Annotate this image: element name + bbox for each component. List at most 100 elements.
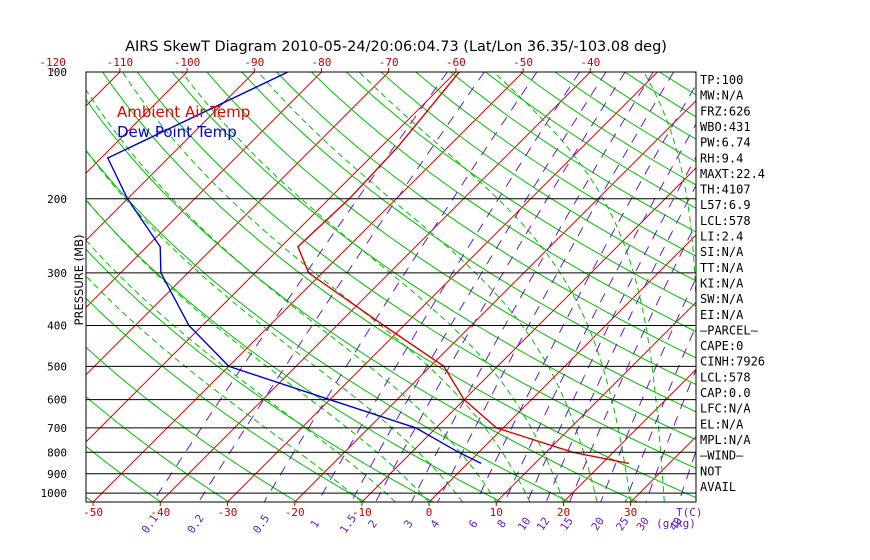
moist-adiabat-line <box>765 72 828 502</box>
isotherm-line <box>832 72 870 502</box>
moist-adiabat-line <box>86 149 464 502</box>
plot-border <box>85 71 697 503</box>
isotherm-line <box>92 72 524 502</box>
mixing-ratio-label: 0.5 <box>250 512 272 536</box>
index-line: SW:N/A <box>700 292 744 306</box>
top-temp-label: -40 <box>580 56 600 69</box>
moist-adiabat-line <box>86 239 396 502</box>
dry-adiabat-line <box>485 72 696 209</box>
bottom-temp-label: -30 <box>218 506 238 519</box>
dry-adiabat-line <box>136 72 696 469</box>
isotherm-line <box>0 72 53 502</box>
mixing-ratio-label: 30 <box>634 515 652 533</box>
index-line: —PARCEL— <box>700 323 759 337</box>
isotherm-line <box>227 72 658 502</box>
dry-adiabat-line <box>86 248 434 502</box>
isotherm-line <box>86 72 188 174</box>
index-line: EI:N/A <box>700 308 744 322</box>
reference-lines <box>0 72 870 502</box>
moist-adiabat-line <box>257 72 598 502</box>
bottom-temp-label: -40 <box>150 506 170 519</box>
mixing-ratio-label: 15 <box>558 515 576 533</box>
mixing-ratio-line <box>645 368 696 502</box>
dry-adiabat-line <box>86 98 639 502</box>
dry-adiabat-line <box>86 199 502 502</box>
y-axis-label: PRESSURE (MB) <box>72 235 86 326</box>
dry-adiabat-line <box>345 72 696 307</box>
pressure-tick-label: 1000 <box>41 487 68 500</box>
index-line: TP:100 <box>700 73 743 87</box>
bottom-temp-label: 30 <box>624 506 637 519</box>
dry-adiabat-line <box>380 72 696 282</box>
index-line: RH:9.4 <box>700 151 743 165</box>
index-line: LCL:578 <box>700 370 751 384</box>
dry-adiabat-line <box>764 72 870 502</box>
dry-adiabat-line <box>86 149 570 502</box>
index-line: LI:2.4 <box>700 230 743 244</box>
mixing-ratio-label: 12 <box>534 515 552 533</box>
isotherm-line <box>495 301 696 502</box>
pressure-tick-label: 300 <box>47 267 67 280</box>
mixing-ratio-line <box>504 122 696 502</box>
index-line: CINH:7926 <box>700 355 765 369</box>
mixing-ratio-label: 25 <box>613 515 631 533</box>
dry-adiabat-line <box>86 445 162 502</box>
index-line: LCL:578 <box>700 214 751 228</box>
index-line: LFC:N/A <box>700 402 751 416</box>
index-line: NOT <box>700 464 722 478</box>
mixing-ratio-label: 2 <box>366 518 380 531</box>
moist-adiabat-line <box>121 72 531 502</box>
dry-adiabat-line <box>206 72 696 413</box>
top-temp-label: -90 <box>244 56 264 69</box>
moist-adiabat-line <box>643 72 696 317</box>
index-line: EL:N/A <box>700 417 744 431</box>
index-line: MAXT:22.4 <box>700 167 765 181</box>
moist-adiabat-line <box>358 72 632 502</box>
top-temp-label: -60 <box>446 56 466 69</box>
index-line: KI:N/A <box>700 276 744 290</box>
dry-adiabat-line <box>415 72 696 257</box>
mixing-ratio-label: 10 <box>515 515 533 533</box>
pressure-tick-label: 800 <box>47 446 67 459</box>
mixing-ratio-label: 6 <box>466 518 480 531</box>
index-line: MW:N/A <box>700 89 744 103</box>
top-temp-label: -120 <box>39 56 66 69</box>
top-temp-label: -80 <box>312 56 332 69</box>
bottom-temp-label: -20 <box>285 506 305 519</box>
moist-adiabat-line <box>181 72 564 502</box>
index-line: TH:4107 <box>700 183 751 197</box>
mixing-ratio-label: 1 <box>308 518 322 531</box>
legend-ambient-air-temp: Ambient Air Temp <box>117 103 250 121</box>
mixing-ratio-line <box>317 72 581 502</box>
index-line: FRZ:626 <box>700 104 751 118</box>
dry-adiabat-line <box>834 72 870 502</box>
moist-adiabat-line <box>493 72 665 502</box>
top-temp-label: -110 <box>107 56 134 69</box>
dry-adiabat-line <box>102 72 696 499</box>
isotherm-line <box>86 72 322 309</box>
bottom-temp-label: 0 <box>426 506 433 519</box>
mixing-ratio-line <box>475 83 696 502</box>
index-line: SI:N/A <box>700 245 744 259</box>
isotherm-line <box>86 72 121 107</box>
pressure-tick-label: 600 <box>47 394 67 407</box>
chart-title: AIRS SkewT Diagram 2010-05-24/20:06:04.7… <box>125 39 667 55</box>
dry-adiabat-line <box>311 72 696 333</box>
bottom-temp-label: -10 <box>352 506 372 519</box>
index-line: AVAIL <box>700 480 736 494</box>
moist-adiabat-line <box>86 275 363 502</box>
plot-frame <box>85 71 697 503</box>
mixing-ratio-line <box>350 72 607 502</box>
bottom-temp-label: -50 <box>83 506 103 519</box>
mixing-ratio-label: 0.2 <box>185 512 207 536</box>
mixing-ratio-label: 3 <box>401 518 415 531</box>
moist-adiabat-line <box>832 72 870 502</box>
isotherm-line <box>159 72 591 502</box>
axes: 0.1 0.2 0.5 1 1.5 2 3 4 6 8 10 12 15 20 25 30 40(g/kg)10… <box>39 56 702 536</box>
mixing-ratio-label: 40 <box>667 515 685 533</box>
mixing-ratio-line <box>375 72 626 502</box>
index-line: —WIND— <box>700 449 744 463</box>
isotherm-line <box>563 368 696 502</box>
